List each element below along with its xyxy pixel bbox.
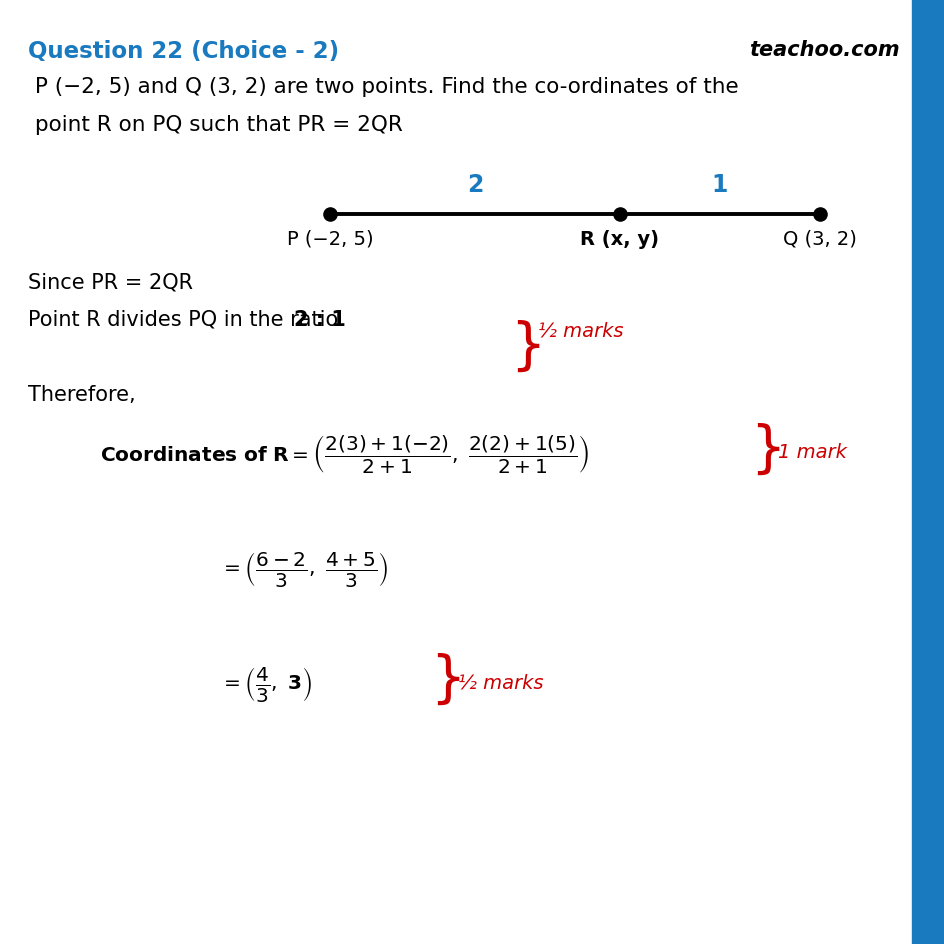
Text: }: } — [510, 320, 545, 374]
Text: Therefore,: Therefore, — [28, 384, 136, 405]
Text: $\mathbf{Coordinates\ of\ R} = \left(\dfrac{2(3) + 1(-2)}{2 + 1},\ \dfrac{2(2) +: $\mathbf{Coordinates\ of\ R} = \left(\df… — [100, 433, 589, 476]
Text: P (−2, 5): P (−2, 5) — [286, 229, 373, 248]
Text: R (x, y): R (x, y) — [580, 229, 659, 248]
Text: Question 22 (Choice - 2): Question 22 (Choice - 2) — [28, 40, 339, 63]
Text: 2: 2 — [466, 173, 482, 196]
Text: $= \left(\dfrac{4}{3},\ \mathbf{3}\right)$: $= \left(\dfrac{4}{3},\ \mathbf{3}\right… — [220, 665, 312, 704]
Text: $= \left(\dfrac{6 - 2}{3},\ \dfrac{4 + 5}{3}\right)$: $= \left(\dfrac{6 - 2}{3},\ \dfrac{4 + 5… — [220, 550, 388, 589]
Text: Q (3, 2): Q (3, 2) — [783, 229, 856, 248]
Point — [812, 208, 827, 223]
Text: Since PR = 2QR: Since PR = 2QR — [28, 273, 193, 293]
Text: }: } — [430, 652, 464, 706]
Text: 1 mark: 1 mark — [777, 443, 846, 462]
Text: teachoo.com: teachoo.com — [749, 40, 899, 59]
Text: 1: 1 — [711, 173, 728, 196]
Text: Point R divides PQ in the ratio 2 : 1: Point R divides PQ in the ratio 2 : 1 — [28, 310, 391, 329]
Text: 2 : 1: 2 : 1 — [294, 310, 346, 329]
Text: }: } — [750, 423, 784, 477]
Bar — [911, 0, 944, 944]
Point — [322, 208, 337, 223]
Text: ½ marks: ½ marks — [458, 673, 543, 692]
Text: ½ marks: ½ marks — [537, 322, 623, 341]
Text: P (−2, 5) and Q (3, 2) are two points. Find the co-ordinates of the: P (−2, 5) and Q (3, 2) are two points. F… — [28, 76, 738, 97]
Text: point R on PQ such that PR = 2QR: point R on PQ such that PR = 2QR — [28, 115, 402, 135]
Text: Point R divides PQ in the ratio: Point R divides PQ in the ratio — [28, 310, 345, 329]
Point — [612, 208, 627, 223]
